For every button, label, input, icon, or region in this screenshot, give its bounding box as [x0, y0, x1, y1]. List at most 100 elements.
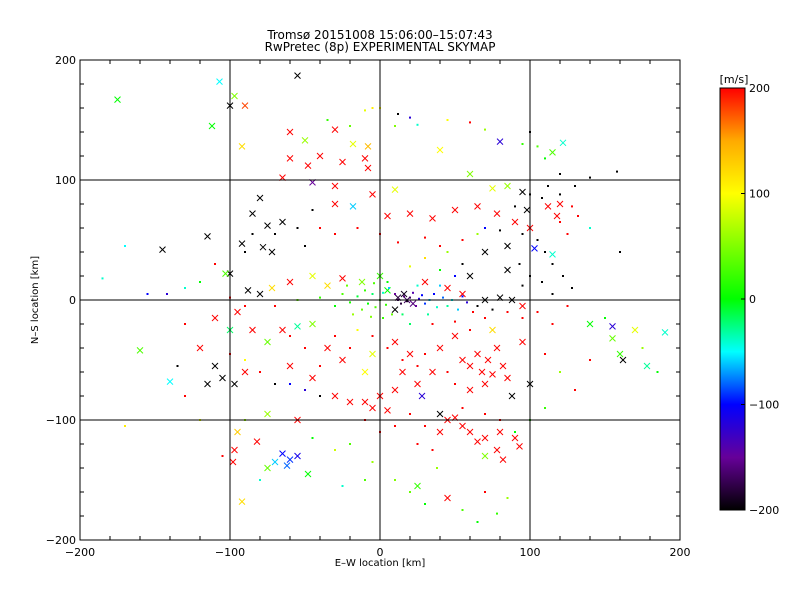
data-point-dot	[433, 293, 435, 295]
data-point-dot	[409, 491, 411, 493]
data-point-cross	[114, 96, 121, 103]
data-point-cross	[331, 126, 339, 133]
data-point-dot	[484, 413, 486, 415]
data-point-cross	[279, 326, 286, 334]
data-point-dot	[518, 263, 521, 265]
data-point-cross	[384, 407, 391, 414]
data-point-cross	[549, 149, 556, 156]
data-point-cross	[484, 356, 492, 364]
data-point-cross	[301, 137, 309, 144]
data-point-dot	[466, 301, 468, 304]
data-point-cross	[166, 378, 174, 385]
data-point-dot	[589, 227, 591, 229]
data-point-cross	[609, 323, 616, 330]
data-point-dot	[476, 233, 479, 235]
data-point-dot	[124, 245, 126, 247]
data-point-dot	[461, 295, 464, 298]
data-point-dot	[356, 295, 359, 298]
data-point-cross	[271, 458, 279, 466]
x-tick-label: −200	[65, 546, 95, 559]
data-point-cross	[489, 326, 496, 334]
data-point-cross	[436, 146, 444, 154]
data-point-dot	[566, 233, 569, 235]
data-point-cross	[489, 185, 496, 192]
data-point-dot	[424, 353, 426, 355]
chart-subtitle: RwPretec (8p) EXPERIMENTAL SKYMAP	[265, 40, 496, 54]
data-point-dot	[439, 269, 441, 271]
y-tick-label: −200	[46, 534, 76, 547]
data-point-dot	[341, 293, 344, 295]
data-point-cross	[429, 368, 436, 376]
data-point-dot	[244, 251, 246, 253]
data-point-cross	[508, 392, 516, 400]
x-tick-label: −100	[215, 546, 245, 559]
data-point-cross	[400, 290, 408, 298]
data-point-cross	[481, 248, 489, 256]
data-point-cross	[474, 438, 481, 445]
colorbar-unit: [m/s]	[720, 73, 749, 86]
data-point-dot	[536, 239, 539, 241]
data-point-cross	[264, 464, 271, 472]
data-point-dot	[469, 329, 471, 331]
data-point-cross	[234, 308, 241, 316]
data-point-cross	[216, 78, 223, 85]
data-point-cross	[294, 323, 301, 330]
data-point-dot	[319, 395, 321, 397]
data-point-dot	[416, 443, 419, 445]
data-point-cross	[349, 203, 357, 210]
data-point-dot	[352, 313, 354, 316]
data-point-dot	[442, 296, 444, 299]
data-point-dot	[289, 383, 291, 385]
data-point-dot	[619, 251, 621, 253]
data-point-dot	[176, 365, 179, 367]
data-point-dot	[616, 170, 618, 173]
data-point-cross	[619, 356, 627, 364]
data-point-dot	[412, 291, 414, 294]
data-point-dot	[424, 503, 426, 505]
x-ticks: −200 −100 0 100 200	[65, 60, 691, 559]
data-point-dot	[349, 347, 351, 349]
data-point-cross	[339, 356, 346, 364]
data-point-dot	[424, 236, 426, 239]
data-point-dot	[416, 284, 419, 287]
data-point-dot	[514, 431, 516, 433]
data-point-dot	[424, 425, 426, 427]
data-point-dot	[544, 407, 546, 409]
data-point-dot	[311, 209, 314, 211]
y-tick-label: −100	[46, 414, 76, 427]
data-point-dot	[349, 125, 351, 127]
data-point-dot	[589, 176, 591, 179]
data-point-cross	[231, 446, 238, 454]
data-point-cross	[493, 446, 501, 454]
data-point-dot	[364, 479, 366, 481]
data-point-cross	[496, 138, 504, 145]
colorbar-ticks: 200 100 0 −100 −200	[741, 82, 779, 517]
data-point-dot	[319, 365, 321, 367]
colorbar-tick-label: 100	[749, 188, 770, 201]
data-point-dot	[367, 302, 369, 305]
data-point-dot	[259, 371, 261, 373]
data-point-cross	[504, 242, 511, 250]
data-point-dot	[391, 313, 393, 316]
data-point-dot	[566, 305, 569, 307]
data-point-cross	[369, 191, 376, 198]
data-point-dot	[289, 335, 291, 337]
data-point-dot	[244, 305, 246, 307]
data-point-dot	[454, 320, 456, 323]
y-tick-label: 200	[55, 54, 76, 67]
colorbar	[720, 88, 745, 510]
data-point-dot	[409, 323, 411, 325]
data-point-cross	[459, 290, 466, 298]
data-point-dot	[274, 383, 276, 385]
data-point-cross	[286, 128, 294, 136]
data-point-cross	[286, 362, 294, 370]
data-point-cross	[339, 275, 346, 282]
data-point-dot	[400, 302, 402, 305]
data-point-dot	[506, 311, 509, 313]
data-point-cross	[436, 344, 444, 352]
data-point-cross	[294, 452, 301, 460]
data-point-dot	[394, 479, 396, 481]
data-point-cross	[339, 158, 346, 166]
data-point-dot	[476, 305, 479, 307]
data-point-dot	[221, 455, 224, 457]
